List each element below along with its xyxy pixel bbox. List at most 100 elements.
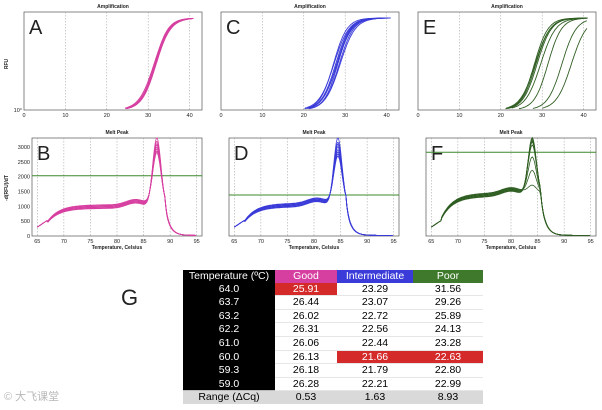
cell-poor: 22.63 bbox=[413, 350, 483, 365]
x-tick-label: 20 bbox=[301, 113, 307, 119]
x-tick-label: 95 bbox=[588, 239, 594, 245]
amplification-chart-c: Amplification 0 10 20 30 40 C bbox=[219, 4, 400, 119]
melt-peak-panel-d: Melt Peak 65 70 75 80 85 90 95 Temperature, Cels… bbox=[199, 122, 405, 258]
cq-summary-table: Temperature (ºC) Good Intermediate Poor … bbox=[183, 270, 483, 404]
header-good: Good bbox=[275, 270, 337, 283]
chart-title: Melt Peak bbox=[105, 130, 128, 136]
x-tick-label: 0 bbox=[416, 113, 419, 119]
x-tick-label: 30 bbox=[539, 113, 545, 119]
y-axis-label: RFU bbox=[4, 58, 10, 69]
x-tick-label: 20 bbox=[498, 113, 504, 119]
cell-good: 26.13 bbox=[275, 350, 337, 365]
cell-temp: 64.0 bbox=[183, 282, 275, 296]
y-tick-label: 1000 bbox=[18, 204, 30, 210]
chart-title: Amplification bbox=[491, 4, 523, 10]
range-good: 0.53 bbox=[275, 390, 337, 404]
x-tick-label: 70 bbox=[61, 239, 67, 245]
amplification-curve bbox=[506, 17, 588, 109]
plot-frame bbox=[220, 11, 400, 111]
range-row: Range (ΔCq) 0.53 1.63 8.93 bbox=[183, 390, 483, 404]
amplification-panel-e: Amplification 0 10 20 30 40 E bbox=[396, 2, 602, 124]
melt-curve bbox=[37, 152, 196, 236]
cell-poor: 31.56 bbox=[413, 282, 483, 297]
x-tick-label: 40 bbox=[187, 113, 193, 119]
table-row: 60.0 26.13 21.66 22.63 bbox=[183, 350, 483, 365]
range-intermediate: 1.63 bbox=[337, 390, 413, 404]
x-tick-label: 65 bbox=[231, 239, 237, 245]
x-tick-label: 10 bbox=[259, 113, 265, 119]
cell-temp: 63.2 bbox=[183, 309, 275, 323]
melt-peak-panel-f: Melt Peak 65 70 75 80 85 90 95 Temperature, Cels… bbox=[396, 122, 602, 258]
chart-title: Melt Peak bbox=[499, 130, 522, 136]
cell-temp: 59.3 bbox=[183, 363, 275, 378]
chart-title: Melt Peak bbox=[302, 130, 325, 136]
cell-poor: 23.28 bbox=[413, 336, 483, 351]
watermark: © 大飞课堂 bbox=[4, 391, 60, 403]
cell-good: 26.31 bbox=[275, 322, 337, 337]
x-tick-label: 0 bbox=[22, 113, 25, 119]
x-tick-label: 90 bbox=[364, 239, 370, 245]
cell-intermediate: 22.72 bbox=[337, 309, 413, 324]
figure-label-g: G bbox=[121, 285, 139, 310]
amplification-curve bbox=[532, 20, 587, 109]
cell-poor: 24.13 bbox=[413, 322, 483, 337]
cell-good: 26.06 bbox=[275, 336, 337, 351]
melt-peak-chart-b: Melt Peak 65 70 75 80 85 90 95 Temperature, Cels… bbox=[4, 130, 203, 251]
amplification-chart-a: Amplification 0 10 20 30 40 A RFU 10° bbox=[4, 4, 203, 119]
x-tick-label: 30 bbox=[145, 113, 151, 119]
cell-temp: 63.7 bbox=[183, 295, 275, 310]
x-tick-label: 40 bbox=[581, 113, 587, 119]
x-tick-label: 90 bbox=[167, 239, 173, 245]
cell-good: 26.28 bbox=[275, 377, 337, 392]
range-label: Range (ΔCq) bbox=[183, 390, 275, 404]
table-header-row: Temperature (ºC) Good Intermediate Poor bbox=[183, 270, 483, 283]
table-row: 59.3 26.18 21.79 22.80 bbox=[183, 363, 483, 378]
x-tick-label: 65 bbox=[428, 239, 434, 245]
cell-intermediate: 22.44 bbox=[337, 336, 413, 351]
panel-letter: B bbox=[37, 143, 50, 165]
chart-title: Amplification bbox=[294, 4, 326, 10]
panel-letter: A bbox=[29, 17, 43, 39]
cell-intermediate: 22.21 bbox=[337, 377, 413, 392]
x-tick-label: 80 bbox=[311, 239, 317, 245]
amplification-curve bbox=[306, 17, 391, 109]
header-poor: Poor bbox=[413, 270, 483, 283]
cell-intermediate: 21.79 bbox=[337, 363, 413, 378]
amplification-panel-c: Amplification 0 10 20 30 40 C bbox=[199, 2, 405, 124]
cell-poor: 29.26 bbox=[413, 295, 483, 310]
amplification-curve bbox=[518, 17, 588, 110]
x-tick-label: 20 bbox=[104, 113, 110, 119]
x-tick-label: 65 bbox=[34, 239, 40, 245]
cell-good: 26.44 bbox=[275, 295, 337, 310]
y-tick-label: 2000 bbox=[18, 175, 30, 181]
cell-intermediate: 23.29 bbox=[337, 282, 413, 297]
amplification-curve bbox=[126, 18, 193, 109]
x-tick-label: 40 bbox=[384, 113, 390, 119]
y-tick-label: 10° bbox=[14, 108, 22, 114]
x-tick-label: 75 bbox=[481, 239, 487, 245]
cell-good: 25.91 bbox=[275, 282, 337, 297]
table-row: 64.0 25.91 23.29 31.56 bbox=[183, 282, 483, 297]
amplification-panel-a: Amplification 0 10 20 30 40 A RFU 10° bbox=[2, 2, 208, 124]
cell-temp: 62.2 bbox=[183, 322, 275, 337]
cell-good: 26.18 bbox=[275, 363, 337, 378]
header-intermediate: Intermediate bbox=[337, 270, 413, 283]
panel-letter: D bbox=[234, 143, 248, 165]
x-tick-label: 75 bbox=[284, 239, 290, 245]
x-tick-label: 85 bbox=[141, 239, 147, 245]
x-tick-label: 95 bbox=[391, 239, 397, 245]
melt-peak-chart-d: Melt Peak 65 70 75 80 85 90 95 Temperature, Cels… bbox=[228, 130, 400, 251]
cell-intermediate: 23.07 bbox=[337, 295, 413, 310]
panel-letter: C bbox=[226, 17, 240, 39]
plot-frame bbox=[417, 11, 597, 111]
panel-letter: E bbox=[423, 17, 436, 39]
y-tick-label: 0 bbox=[27, 234, 30, 240]
cell-poor: 22.80 bbox=[413, 363, 483, 378]
y-tick-label: 1500 bbox=[18, 189, 30, 195]
cell-intermediate: 21.66 bbox=[337, 350, 413, 365]
x-axis-label: Temperature, Celsius bbox=[289, 245, 340, 251]
cell-poor: 22.99 bbox=[413, 377, 483, 392]
cell-temp: 61.0 bbox=[183, 336, 275, 351]
y-tick-label: 2500 bbox=[18, 160, 30, 166]
cell-intermediate: 22.56 bbox=[337, 322, 413, 337]
